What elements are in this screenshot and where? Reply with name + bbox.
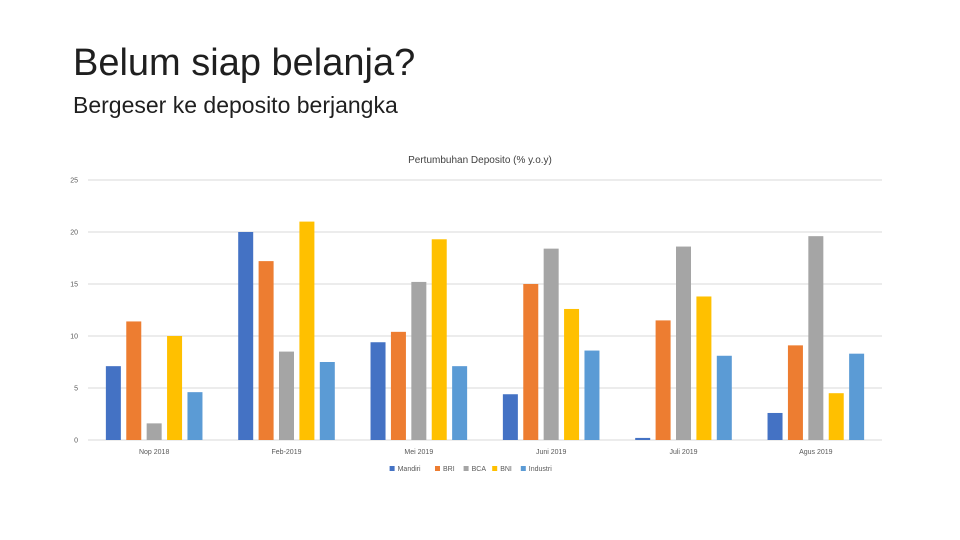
bar-bri-4 (523, 284, 539, 440)
x-category-label: Feb-2019 (272, 449, 302, 456)
bar-bni-4 (564, 308, 580, 440)
bars (105, 221, 865, 440)
legend-swatch-bni (492, 466, 498, 471)
bar-bca-3 (411, 281, 427, 440)
bar-industri-2 (319, 362, 335, 440)
bar-bri-5 (655, 320, 671, 440)
y-tick-label: 0 (74, 438, 78, 445)
x-category-label: Juni 2019 (536, 449, 566, 456)
legend-swatch-bca (463, 466, 469, 471)
legend-swatch-industri (520, 466, 526, 471)
bar-mandiri-6 (767, 412, 783, 440)
bar-mandiri-3 (370, 342, 386, 440)
slide-subtitle: Bergeser ke deposito berjangka (73, 92, 398, 118)
bar-industri-3 (452, 366, 468, 440)
x-axis-categories: Nop 2018 Feb-2019 Mei 2019 Juni 2019 Juli 20… (139, 449, 833, 456)
slide-title: Belum siap belanja? (73, 42, 416, 84)
y-tick-label: 25 (70, 178, 78, 185)
bar-mandiri-4 (502, 394, 518, 440)
legend-label-bni: BNI (500, 466, 512, 473)
bar-bni-5 (696, 296, 712, 440)
bar-bca-5 (676, 246, 691, 440)
bar-industri-4 (584, 350, 600, 440)
bar-bni-1 (167, 336, 183, 440)
x-category-label: Mei 2019 (404, 449, 433, 456)
bar-bni-6 (828, 393, 844, 440)
bar-industri-5 (716, 355, 732, 440)
x-category-label: Agus 2019 (799, 449, 833, 456)
bar-industri-6 (849, 353, 865, 440)
y-tick-label: 10 (70, 334, 78, 341)
bar-bri-2 (258, 261, 274, 440)
bar-bri-1 (126, 321, 142, 440)
bar-bca-1 (146, 423, 162, 440)
bar-bri-3 (390, 331, 406, 440)
bar-bca-2 (279, 351, 294, 440)
legend-label-bca: BCA (472, 466, 487, 473)
legend-label-mandiri: Mandiri (398, 466, 421, 473)
y-tick-label: 5 (74, 386, 78, 393)
y-axis-ticks: 0 5 10 15 20 25 (70, 178, 78, 445)
bar-bri-6 (787, 345, 803, 440)
bar-bni-3 (431, 239, 447, 440)
bar-bca-6 (808, 236, 824, 440)
bar-industri-1 (187, 392, 203, 440)
y-tick-label: 20 (70, 230, 78, 237)
bar-bni-2 (299, 221, 315, 440)
bar-bca-4 (543, 248, 559, 440)
x-category-label: Nop 2018 (139, 449, 169, 456)
legend-swatch-bri (435, 466, 440, 471)
bar-mandiri-2 (238, 232, 254, 440)
legend-label-bri: BRI (443, 466, 455, 473)
gridlines (88, 179, 882, 441)
bar-mandiri-1 (105, 366, 121, 440)
chart-title: Pertumbuhan Deposito (% y.o.y) (408, 155, 552, 166)
bar-mandiri-5 (635, 437, 651, 440)
legend-swatch-mandiri (389, 466, 395, 471)
legend: Mandiri BRI BCA BNI Industri (389, 466, 552, 473)
legend-label-industri: Industri (529, 466, 552, 473)
y-tick-label: 15 (70, 282, 78, 289)
x-category-label: Juli 2019 (669, 449, 697, 456)
